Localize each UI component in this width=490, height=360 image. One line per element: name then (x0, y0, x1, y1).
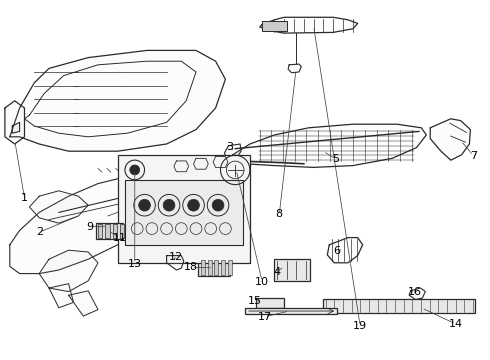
Text: 4: 4 (273, 267, 280, 277)
Polygon shape (260, 17, 358, 33)
Text: 5: 5 (332, 154, 339, 164)
Text: 12: 12 (169, 252, 182, 262)
Polygon shape (327, 238, 363, 263)
Bar (118, 155, 250, 263)
Polygon shape (5, 101, 24, 144)
Polygon shape (409, 288, 425, 300)
Bar (201, 260, 205, 275)
Bar (215, 260, 219, 275)
Polygon shape (167, 256, 184, 270)
Polygon shape (288, 64, 301, 73)
Bar (228, 260, 232, 275)
Bar (274, 259, 310, 281)
Bar (125, 180, 243, 245)
Circle shape (163, 199, 175, 211)
Bar (221, 260, 225, 275)
Text: 17: 17 (258, 312, 271, 322)
Text: 3: 3 (226, 142, 233, 152)
Bar (323, 299, 475, 313)
Text: 7: 7 (470, 150, 477, 161)
Circle shape (188, 199, 199, 211)
Bar (198, 259, 230, 276)
Text: 1: 1 (21, 193, 28, 203)
Text: 18: 18 (184, 262, 198, 272)
Bar (120, 224, 124, 238)
Circle shape (139, 199, 150, 211)
Bar (262, 21, 287, 31)
Bar (256, 298, 284, 308)
Polygon shape (10, 164, 206, 274)
Polygon shape (12, 122, 20, 133)
Text: 2: 2 (36, 227, 43, 237)
Bar (245, 308, 337, 314)
Polygon shape (10, 50, 225, 151)
Polygon shape (49, 284, 74, 308)
Polygon shape (69, 291, 98, 316)
Polygon shape (39, 250, 98, 292)
Text: 8: 8 (276, 209, 283, 219)
Bar (113, 224, 117, 238)
Text: 15: 15 (248, 296, 262, 306)
Text: 19: 19 (353, 321, 367, 331)
Bar (96, 223, 122, 239)
Polygon shape (230, 124, 426, 167)
Polygon shape (224, 144, 241, 160)
Text: 11: 11 (113, 233, 127, 243)
Text: 10: 10 (255, 276, 269, 287)
Circle shape (130, 165, 140, 175)
Polygon shape (430, 119, 470, 160)
Text: 14: 14 (449, 319, 463, 329)
Text: 16: 16 (408, 287, 421, 297)
Circle shape (212, 199, 224, 211)
Bar (208, 260, 212, 275)
Polygon shape (213, 157, 228, 167)
Polygon shape (174, 161, 189, 172)
Text: 9: 9 (87, 222, 94, 232)
Bar (105, 224, 110, 238)
Polygon shape (194, 158, 208, 169)
Text: 13: 13 (128, 258, 142, 269)
Bar (98, 224, 102, 238)
Text: 6: 6 (334, 246, 341, 256)
Polygon shape (29, 191, 88, 223)
